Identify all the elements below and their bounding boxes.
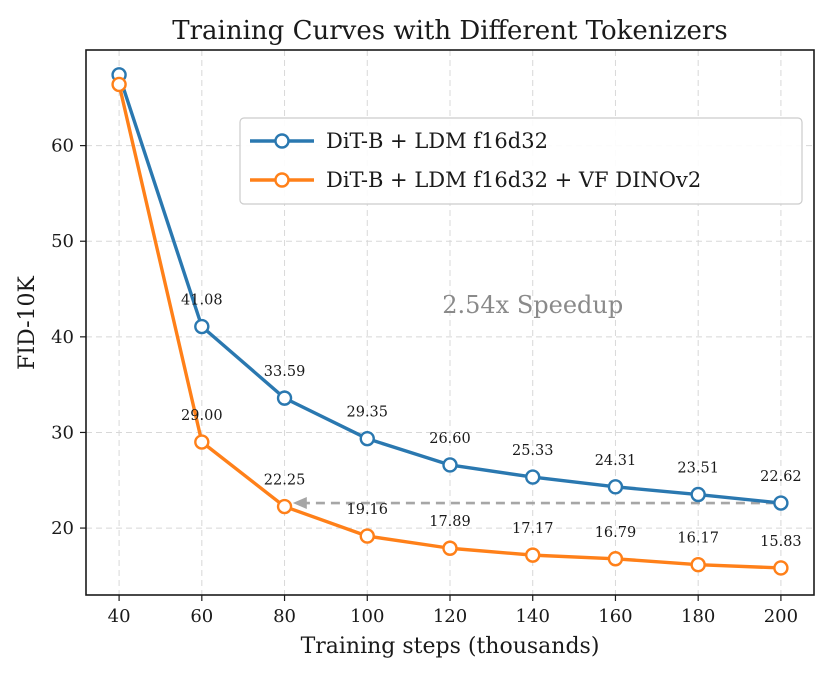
y-axis-ticks: 20 30 40 50 60 <box>51 136 86 539</box>
x-tick-label: 100 <box>350 606 384 627</box>
speedup-annotation-text: 2.54x Speedup <box>442 291 623 319</box>
y-tick-label: 50 <box>51 231 74 252</box>
data-label: 24.31 <box>595 453 637 469</box>
y-tick-label: 30 <box>51 422 74 443</box>
series-2-point <box>276 498 293 515</box>
x-tick-label: 120 <box>433 606 467 627</box>
y-tick-label: 20 <box>51 518 74 539</box>
y-axis-label: FID-10K <box>15 276 40 370</box>
x-tick-label: 200 <box>764 606 798 627</box>
x-tick-label: 180 <box>681 606 715 627</box>
x-tick-label: 40 <box>108 606 131 627</box>
data-label: 29.00 <box>181 408 223 424</box>
series-1-point <box>442 457 458 473</box>
chart-title: Training Curves with Different Tokenizer… <box>172 16 727 46</box>
series-2-point <box>194 434 210 450</box>
legend-swatch-marker <box>274 133 290 149</box>
legend: DiT-B + LDM f16d32 DiT-B + LDM f16d32 + V… <box>239 117 803 205</box>
data-label: 15.83 <box>760 534 802 550</box>
speedup-arrow-head <box>292 497 307 510</box>
speedup-annotation: 2.54x Speedup <box>292 291 775 510</box>
plot-frame <box>85 49 815 596</box>
data-label: 29.35 <box>347 405 389 421</box>
data-label: 17.89 <box>429 514 471 530</box>
legend-box <box>239 117 803 205</box>
data-label: 25.33 <box>512 443 554 459</box>
data-label: 17.17 <box>512 521 554 537</box>
series-2-point <box>690 556 706 573</box>
x-tick-label: 60 <box>190 606 213 627</box>
series-2-point <box>442 540 458 556</box>
series-2-point <box>773 560 789 576</box>
data-label: 33.59 <box>264 364 306 380</box>
series-1-point <box>276 390 293 406</box>
series-2-point <box>525 547 541 563</box>
data-label: 41.08 <box>181 293 223 309</box>
series-2-point <box>359 528 375 544</box>
data-label: 23.51 <box>677 461 719 477</box>
legend-swatch-marker <box>274 172 290 188</box>
data-labels: 41.08 33.59 29.35 26.60 25.33 24.31 23.51 22.62… <box>181 293 802 550</box>
data-label: 26.60 <box>429 431 471 447</box>
series-1-point <box>359 430 375 447</box>
series-1-point <box>194 318 210 335</box>
data-label: 16.17 <box>677 531 719 547</box>
data-label: 16.79 <box>595 525 637 541</box>
series-1-point <box>690 486 706 503</box>
series-1-point <box>773 495 789 511</box>
data-label: 22.62 <box>760 469 802 485</box>
x-axis-label: Training steps (thousands) <box>301 634 600 659</box>
legend-entry-label: DiT-B + LDM f16d32 <box>326 129 548 153</box>
series-2-point <box>607 551 624 567</box>
x-tick-label: 80 <box>273 606 296 627</box>
data-label: 22.25 <box>264 473 306 489</box>
series-2-point <box>111 76 127 93</box>
series-1-point <box>525 469 541 485</box>
data-label: 19.16 <box>347 502 389 518</box>
x-tick-label: 160 <box>598 606 632 627</box>
y-tick-label: 40 <box>51 327 74 348</box>
y-tick-label: 60 <box>51 136 74 157</box>
x-tick-label: 140 <box>516 606 550 627</box>
series-group <box>111 67 789 576</box>
x-axis-ticks: 40 60 80 100 120 140 160 180 200 <box>108 595 798 627</box>
series-1-point <box>607 479 624 495</box>
legend-entry-label: DiT-B + LDM f16d32 + VF DINOv2 <box>326 168 701 192</box>
